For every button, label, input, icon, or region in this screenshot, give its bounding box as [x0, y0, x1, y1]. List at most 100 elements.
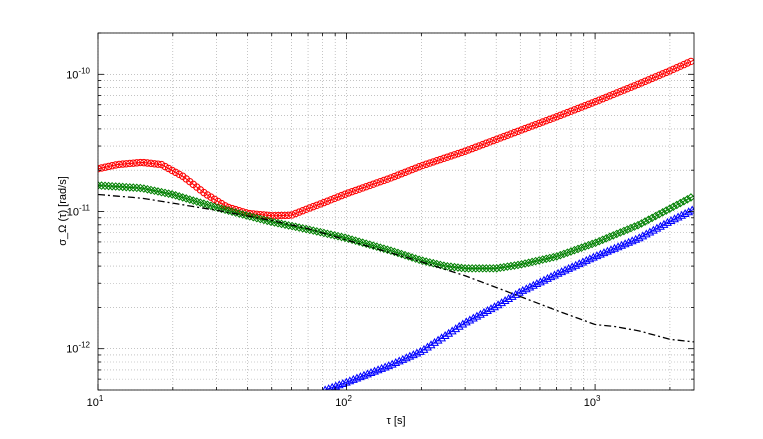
circle-marker [320, 198, 328, 207]
circle-marker [263, 211, 272, 220]
diamond-marker [100, 181, 110, 191]
triangle-marker [521, 284, 531, 293]
circle-marker [454, 149, 462, 158]
circle-marker [588, 99, 596, 107]
diamond-marker [630, 222, 639, 231]
circle-marker [637, 79, 646, 87]
circle-marker [666, 67, 674, 75]
circle-marker [595, 96, 603, 104]
circle-marker [676, 62, 685, 70]
triangle-marker [479, 307, 489, 316]
x-axis-label: τ [s] [386, 415, 405, 427]
circle-marker [284, 211, 293, 219]
circle-marker [415, 163, 423, 171]
triangle-marker [595, 249, 605, 258]
circle-marker [355, 185, 363, 193]
triangle-marker [677, 210, 687, 219]
series-layer [98, 57, 694, 390]
triangle-marker [423, 342, 432, 351]
triangle-marker [624, 237, 634, 246]
circle-marker [591, 97, 600, 106]
circle-marker [669, 65, 677, 74]
circle-marker [457, 148, 466, 157]
triangle-marker [497, 298, 507, 307]
circle-marker [528, 122, 536, 130]
circle-marker [111, 161, 120, 169]
circle-marker [337, 191, 346, 200]
circle-marker [426, 159, 434, 167]
triangle-marker [518, 285, 528, 294]
circle-marker [549, 114, 557, 122]
triangle-marker [655, 221, 665, 230]
diamond-marker [580, 242, 590, 251]
triangle-marker [440, 331, 450, 340]
circle-marker [655, 71, 663, 80]
triangle-marker [553, 268, 563, 277]
triangle-marker [426, 340, 436, 349]
triangle-marker [613, 242, 623, 251]
circle-marker [309, 202, 317, 211]
circle-marker [563, 108, 572, 117]
circle-marker [613, 89, 621, 97]
circle-marker [634, 80, 642, 89]
diamond-marker [566, 247, 576, 256]
circle-marker [411, 164, 420, 172]
triangle-marker [673, 212, 683, 221]
diamond-marker [114, 182, 124, 192]
y-tick-label: 10-12 [66, 341, 90, 356]
circle-marker [291, 209, 300, 218]
triangle-marker [631, 234, 641, 243]
triangle-marker [585, 254, 595, 263]
triangle-marker [571, 260, 581, 269]
triangle-marker [370, 366, 379, 375]
circle-marker [380, 176, 388, 185]
circle-marker [108, 162, 116, 170]
circle-marker [147, 159, 155, 168]
triangle-marker [493, 300, 503, 309]
diamond-marker [125, 183, 135, 192]
diamond-marker [679, 196, 689, 206]
circle-marker [524, 123, 533, 131]
diamond-marker [453, 263, 463, 272]
diamond-marker [104, 181, 113, 191]
triangle-marker [490, 302, 499, 311]
circle-marker [440, 154, 448, 163]
circle-marker [683, 59, 692, 67]
triangle-marker [535, 277, 545, 286]
triangle-marker [458, 319, 468, 328]
circle-marker [489, 136, 497, 145]
diamond-marker [443, 262, 452, 271]
circle-marker [651, 73, 660, 81]
triangle-marker [401, 353, 411, 362]
circle-marker [627, 83, 635, 91]
triangle-marker [348, 374, 358, 383]
triangle-marker [567, 262, 577, 271]
diamond-marker [573, 244, 583, 254]
diamond-marker [98, 181, 103, 190]
diamond-marker [619, 226, 629, 236]
triangle-marker [373, 365, 383, 374]
diamond-marker [531, 256, 540, 266]
circle-marker [175, 170, 183, 179]
triangle-marker [500, 296, 510, 305]
diamond-marker [534, 256, 544, 265]
diamond-marker [481, 264, 491, 273]
diamond-marker [651, 211, 660, 221]
circle-marker [281, 211, 289, 220]
circle-marker [433, 157, 441, 165]
series-2 [322, 205, 694, 390]
x-tick-labels: 101 102 103 [87, 394, 601, 409]
diamond-marker [623, 225, 632, 234]
circle-marker [327, 196, 335, 204]
circle-marker [408, 165, 416, 174]
circle-marker [101, 163, 109, 171]
triangle-marker [634, 233, 644, 242]
circle-marker [577, 103, 586, 111]
diamond-marker [107, 181, 117, 191]
circle-marker [362, 182, 370, 191]
triangle-marker [338, 378, 348, 387]
circle-marker [680, 60, 688, 69]
diamond-marker [591, 238, 600, 248]
triangle-marker [391, 358, 401, 367]
